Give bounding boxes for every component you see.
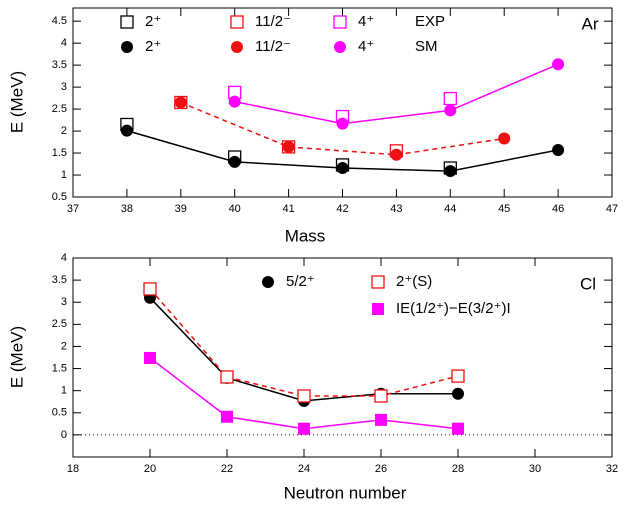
marker [221, 410, 233, 423]
legend-marker [230, 15, 244, 29]
legend-row-label: SM [415, 38, 438, 55]
series-line [149, 288, 459, 397]
legend-marker [231, 41, 243, 53]
x-tick-label: 32 [606, 463, 618, 475]
x-tick-label: 43 [390, 203, 402, 215]
y-tick-label: 1 [61, 169, 67, 181]
legend-label: 11/2⁻ [255, 13, 291, 30]
legend-marker [262, 276, 274, 288]
marker [552, 58, 565, 71]
y-tick-label: 2 [61, 125, 67, 137]
y-tick-label: 3.5 [52, 59, 67, 71]
marker [174, 96, 187, 109]
marker [336, 117, 349, 130]
legend-marker [372, 303, 384, 315]
y-tick-label: 1.5 [52, 147, 67, 159]
y-axis-label: E (MeV) [7, 71, 26, 133]
legend-label: 4⁺ [358, 38, 374, 55]
x-tick-label: 28 [452, 463, 464, 475]
x-tick-label: 44 [444, 203, 456, 215]
x-tick-label: 30 [529, 463, 541, 475]
y-axis-label: E (MeV) [7, 326, 26, 388]
y-tick-label: 1.5 [52, 362, 67, 374]
y-tick-label: 4 [61, 37, 67, 49]
marker [375, 413, 387, 426]
legend-label: 5/2⁺ [286, 273, 315, 290]
legend-label: 4⁺ [358, 13, 374, 30]
x-axis-label: Neutron number [284, 483, 407, 502]
marker [498, 132, 511, 145]
x-tick-label: 18 [67, 463, 79, 475]
x-tick-label: 46 [552, 203, 564, 215]
marker [444, 104, 457, 117]
legend-label: 11/2⁻ [255, 38, 291, 55]
marker [120, 124, 133, 137]
marker [336, 161, 349, 174]
x-tick-label: 37 [67, 203, 79, 215]
y-tick-label: 1 [61, 385, 67, 397]
marker [220, 370, 234, 384]
marker [298, 422, 310, 435]
marker [374, 389, 388, 403]
marker [228, 95, 241, 108]
x-axis-label: Mass [285, 226, 326, 245]
x-tick-label: 41 [282, 203, 294, 215]
x-tick-label: 45 [498, 203, 510, 215]
y-tick-label: 2.5 [52, 318, 67, 330]
plot-frame [72, 257, 613, 458]
x-tick-label: 26 [375, 463, 387, 475]
annotation: Cl [580, 274, 596, 293]
marker [144, 351, 156, 364]
x-tick-label: 40 [229, 203, 241, 215]
y-tick-label: 4 [61, 252, 67, 264]
legend-label: IE(1/2⁺)−E(3/2⁺)I [396, 300, 511, 317]
y-tick-label: 3 [61, 81, 67, 93]
marker [452, 422, 464, 435]
y-tick-label: 3.5 [52, 274, 67, 286]
legend-marker [333, 15, 347, 29]
series-line [180, 101, 505, 156]
x-tick-label: 38 [121, 203, 133, 215]
marker [390, 148, 403, 161]
y-tick-label: 2 [61, 340, 67, 352]
legend-marker [371, 275, 385, 289]
x-tick-label: 47 [606, 203, 618, 215]
y-tick-label: 2.5 [52, 103, 67, 115]
legend-marker [334, 41, 346, 53]
marker [143, 282, 157, 296]
marker [444, 165, 457, 178]
y-tick-label: 4.5 [52, 15, 67, 27]
y-tick-label: 0.5 [52, 191, 67, 203]
x-tick-label: 22 [221, 463, 233, 475]
marker [443, 91, 457, 106]
legend-label: 2⁺(S) [396, 273, 432, 290]
marker [297, 389, 311, 403]
legend-row-label: EXP [415, 13, 445, 30]
x-tick-label: 20 [144, 463, 156, 475]
legend-label: 2⁺ [145, 13, 161, 30]
annotation: Ar [582, 14, 599, 33]
y-tick-label: 3 [61, 296, 67, 308]
marker [452, 387, 464, 400]
y-tick-label: 0.5 [52, 407, 67, 419]
marker [282, 140, 295, 153]
marker [552, 143, 565, 156]
marker [451, 369, 465, 383]
x-tick-label: 24 [298, 463, 310, 475]
y-tick-label: 0 [61, 429, 67, 441]
legend-marker [120, 15, 134, 29]
marker [228, 155, 241, 168]
legend-marker [121, 41, 133, 53]
legend-label: 2⁺ [145, 38, 161, 55]
x-tick-label: 42 [336, 203, 348, 215]
x-tick-label: 39 [175, 203, 187, 215]
series-line [234, 63, 559, 125]
